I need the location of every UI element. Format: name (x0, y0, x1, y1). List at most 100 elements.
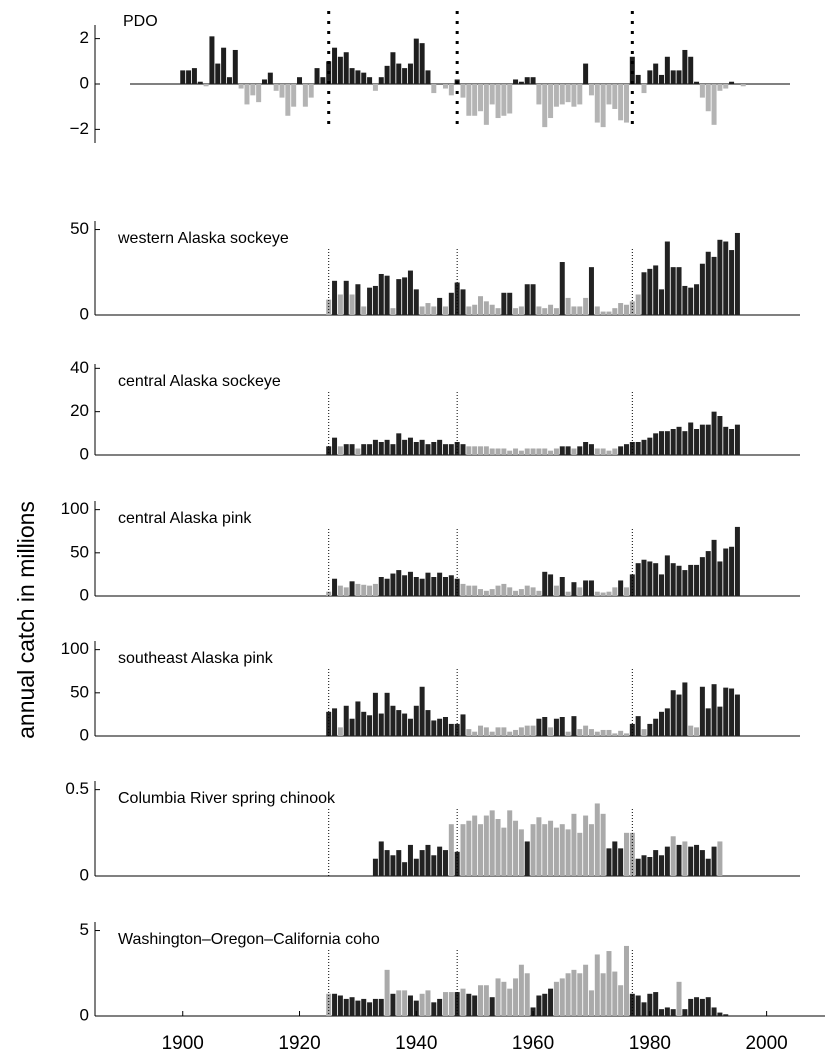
bar (413, 442, 419, 455)
bar (594, 448, 600, 455)
y-tick-label: 100 (61, 639, 89, 658)
bar (717, 84, 723, 91)
bar (413, 858, 419, 876)
bar (536, 590, 542, 596)
bar (501, 292, 507, 315)
bar (606, 450, 612, 455)
bar (600, 448, 606, 455)
bar (442, 717, 448, 736)
bar (384, 65, 390, 84)
y-tick-label: 50 (70, 219, 89, 238)
bar (588, 580, 594, 596)
bar (612, 971, 618, 1016)
bar (612, 587, 618, 596)
bar (437, 439, 443, 455)
bar (332, 708, 338, 736)
bar (553, 981, 559, 1016)
y-tick-label: 2 (80, 28, 89, 47)
bar (425, 303, 431, 315)
bar (407, 844, 413, 876)
bar (372, 583, 378, 596)
bar (664, 846, 670, 876)
bar (448, 84, 454, 96)
bar (367, 444, 373, 455)
bar (688, 998, 694, 1016)
y-tick-label: 0 (80, 865, 89, 884)
bar (308, 84, 314, 98)
bar (606, 951, 612, 1016)
bar (431, 720, 437, 736)
y-tick-label: 0 (80, 73, 89, 92)
bar (343, 52, 349, 84)
bar (699, 850, 705, 876)
bar (635, 294, 641, 315)
bar (349, 294, 355, 315)
bar (413, 577, 419, 596)
bar (559, 824, 565, 876)
bar (571, 306, 577, 315)
bar (694, 727, 700, 736)
bar (466, 585, 472, 596)
bar (495, 308, 501, 315)
bar (647, 993, 653, 1016)
bar (659, 1009, 665, 1016)
bar (530, 77, 536, 84)
bar (729, 429, 735, 455)
bar (343, 587, 349, 596)
bar (355, 448, 361, 455)
bar (635, 563, 641, 596)
bar (524, 841, 530, 876)
bar (629, 442, 635, 455)
bar (390, 52, 396, 84)
bar (729, 81, 735, 84)
bar (419, 686, 425, 736)
bar (478, 824, 484, 876)
bar (682, 570, 688, 596)
bar (197, 81, 203, 84)
bar (372, 285, 378, 315)
bar (670, 1009, 676, 1016)
panel-title: southeast Alaska pink (118, 650, 274, 667)
bar (653, 265, 659, 315)
bar (688, 725, 694, 736)
bar (688, 564, 694, 596)
bar (518, 81, 524, 84)
bar (594, 306, 600, 315)
bar (600, 592, 606, 596)
bar (670, 70, 676, 84)
bar (623, 84, 629, 123)
bar (711, 539, 717, 596)
bar (320, 77, 326, 84)
bar (466, 306, 472, 315)
bar (577, 84, 583, 105)
bar (402, 990, 408, 1016)
bar (618, 580, 624, 596)
bar (524, 284, 530, 315)
bar (635, 74, 641, 84)
bar (431, 577, 437, 596)
bar (483, 590, 489, 596)
bar (699, 998, 705, 1016)
bar (390, 308, 396, 315)
bar (641, 439, 647, 455)
bar (402, 277, 408, 315)
bar (437, 998, 443, 1016)
bar (513, 448, 519, 455)
bar (577, 446, 583, 455)
bar (518, 964, 524, 1016)
bar (705, 708, 711, 736)
bar (396, 710, 402, 736)
bar (606, 848, 612, 876)
bar (454, 282, 460, 315)
bar (694, 284, 700, 315)
bar (618, 84, 624, 121)
bar (472, 84, 478, 116)
bar (548, 820, 554, 876)
bar (664, 431, 670, 455)
bar (577, 832, 583, 876)
bar (571, 84, 577, 107)
bar (670, 836, 676, 876)
bar (507, 810, 513, 876)
bar (372, 439, 378, 455)
bar (542, 448, 548, 455)
